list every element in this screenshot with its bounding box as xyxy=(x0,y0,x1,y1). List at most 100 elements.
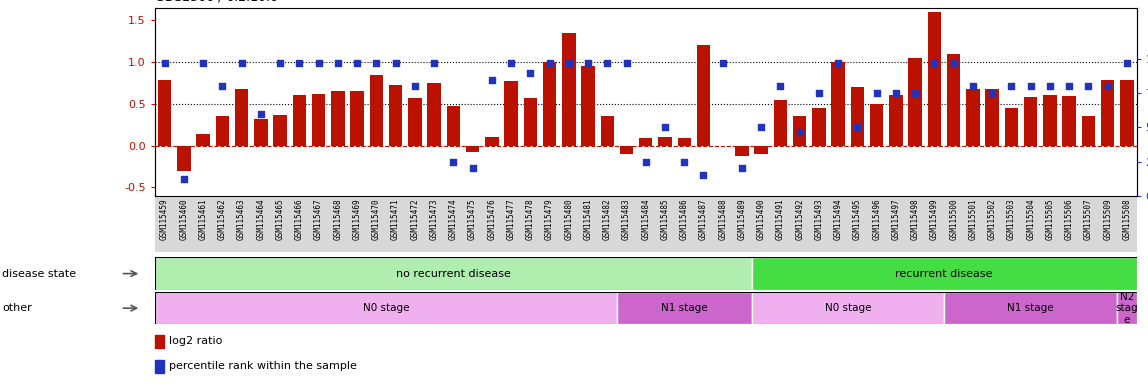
Bar xyxy=(620,146,634,154)
Bar xyxy=(677,138,691,146)
Bar xyxy=(312,94,325,146)
Text: GSM115488: GSM115488 xyxy=(719,199,727,240)
Text: GSM115484: GSM115484 xyxy=(642,199,650,240)
Text: GSM115507: GSM115507 xyxy=(1084,199,1093,240)
Bar xyxy=(155,257,752,290)
Point xyxy=(809,90,828,96)
Bar xyxy=(293,96,307,146)
Bar xyxy=(254,119,267,146)
Text: N0 stage: N0 stage xyxy=(824,303,871,313)
Text: GSM115495: GSM115495 xyxy=(853,199,862,240)
Bar xyxy=(350,91,364,146)
Text: GSM115486: GSM115486 xyxy=(680,199,689,240)
Point xyxy=(348,60,366,66)
Bar xyxy=(1081,116,1095,146)
Bar xyxy=(523,98,537,146)
Text: recurrent disease: recurrent disease xyxy=(895,268,993,279)
Bar xyxy=(870,104,884,146)
Point xyxy=(541,60,559,66)
Bar xyxy=(1004,108,1018,146)
Point xyxy=(714,60,732,66)
Bar xyxy=(793,116,806,146)
Text: GSM115467: GSM115467 xyxy=(315,199,323,240)
Point xyxy=(521,70,540,76)
Point xyxy=(328,60,347,66)
Point xyxy=(886,90,905,96)
Point xyxy=(251,111,270,117)
Bar xyxy=(928,12,941,146)
Bar xyxy=(581,66,595,146)
Point xyxy=(618,60,636,66)
Text: GSM115463: GSM115463 xyxy=(238,199,246,240)
Text: GSM115491: GSM115491 xyxy=(776,199,785,240)
Point xyxy=(732,166,751,172)
Point xyxy=(502,60,520,66)
Point xyxy=(174,176,193,182)
Bar xyxy=(504,81,518,146)
Text: log2 ratio: log2 ratio xyxy=(169,336,222,346)
Text: GSM115483: GSM115483 xyxy=(622,199,631,240)
Point xyxy=(290,60,309,66)
Text: GSM115506: GSM115506 xyxy=(1064,199,1073,240)
Text: GSM115501: GSM115501 xyxy=(969,199,977,240)
Bar xyxy=(466,146,479,152)
Bar xyxy=(616,292,752,324)
Text: GSM115481: GSM115481 xyxy=(583,199,592,240)
Bar xyxy=(235,89,248,146)
Point xyxy=(791,129,809,135)
Text: GSM115493: GSM115493 xyxy=(814,199,823,240)
Text: disease state: disease state xyxy=(2,268,77,279)
Bar xyxy=(155,360,164,372)
Bar xyxy=(752,257,1137,290)
Text: GSM115482: GSM115482 xyxy=(603,199,612,240)
Bar xyxy=(543,62,557,146)
Point xyxy=(1022,83,1040,89)
Point xyxy=(425,60,443,66)
Text: GSM115487: GSM115487 xyxy=(699,199,708,240)
Point xyxy=(752,124,770,131)
Bar xyxy=(408,98,421,146)
Text: GSM115502: GSM115502 xyxy=(987,199,996,240)
Text: GSM115472: GSM115472 xyxy=(410,199,419,240)
Point xyxy=(482,76,501,83)
Bar xyxy=(967,89,979,146)
Text: GSM115460: GSM115460 xyxy=(179,199,188,240)
Bar xyxy=(947,54,961,146)
Bar xyxy=(1024,97,1038,146)
Text: GSM115459: GSM115459 xyxy=(160,199,169,240)
Text: GSM115498: GSM115498 xyxy=(910,199,920,240)
Point xyxy=(1099,83,1117,89)
Point xyxy=(771,83,790,89)
Bar xyxy=(944,292,1117,324)
Text: GSM115469: GSM115469 xyxy=(352,199,362,240)
Text: GSM115474: GSM115474 xyxy=(449,199,458,240)
Point xyxy=(1079,83,1097,89)
Point xyxy=(829,60,847,66)
Bar xyxy=(177,146,191,171)
Point xyxy=(579,60,597,66)
Bar xyxy=(370,74,383,146)
Text: GSM115497: GSM115497 xyxy=(892,199,900,240)
Bar xyxy=(1117,292,1137,324)
Point xyxy=(868,90,886,96)
Bar xyxy=(658,137,672,146)
Text: GSM115492: GSM115492 xyxy=(796,199,805,240)
Text: GSM115462: GSM115462 xyxy=(218,199,227,240)
Bar xyxy=(447,106,460,146)
Point xyxy=(656,124,674,131)
Point xyxy=(675,159,693,165)
Text: N0 stage: N0 stage xyxy=(363,303,409,313)
Point xyxy=(945,60,963,66)
Text: GSM115508: GSM115508 xyxy=(1123,199,1132,240)
Text: GSM115461: GSM115461 xyxy=(199,199,208,240)
Bar xyxy=(985,89,999,146)
Bar xyxy=(486,137,498,146)
Text: GSM115496: GSM115496 xyxy=(872,199,882,240)
Text: GSM115489: GSM115489 xyxy=(737,199,746,240)
Text: N2
stag
e: N2 stag e xyxy=(1116,291,1138,325)
Point xyxy=(232,60,250,66)
Point xyxy=(964,83,983,89)
Text: GSM115499: GSM115499 xyxy=(930,199,939,240)
Text: GDS2506 / 6.2.10.6: GDS2506 / 6.2.10.6 xyxy=(155,0,278,4)
Point xyxy=(271,60,289,66)
